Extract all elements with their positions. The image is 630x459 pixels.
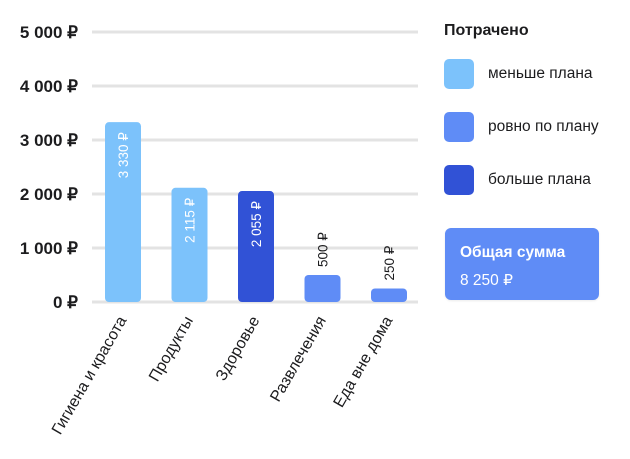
bar-chart: 0 ₽ 1 000 ₽ 2 000 ₽ 3 000 ₽ 4 000 ₽ 5 000 ₽ 3 …: [20, 23, 418, 438]
bar: [371, 288, 407, 302]
total-sum-card: Общая сумма 8 250 ₽: [445, 228, 599, 300]
legend-swatch-more: [444, 165, 474, 195]
total-sum-value: 8 250 ₽: [460, 272, 513, 289]
y-tick-label: 2 000 ₽: [20, 185, 78, 204]
x-tick-label: Здоровье: [213, 313, 263, 383]
data-label: 3 330 ₽: [116, 132, 131, 179]
x-tick-label: Развлечения: [267, 314, 330, 405]
total-sum-label: Общая сумма: [460, 244, 566, 261]
legend-item-more: больше плана: [444, 162, 614, 198]
data-label: 250 ₽: [382, 245, 397, 280]
legend-swatch-exact: [444, 112, 474, 142]
legend-swatch-less: [444, 59, 474, 89]
legend-label-more: больше плана: [488, 171, 591, 188]
bar: [171, 187, 208, 302]
y-tick-label: 1 000 ₽: [20, 239, 78, 258]
data-label: 2 115 ₽: [183, 197, 198, 243]
bar: [105, 122, 141, 303]
legend-label-exact: ровно по плану: [488, 118, 599, 135]
chart-legend: Потрачено меньше плана ровно по плану бо…: [444, 20, 614, 215]
bar: [238, 191, 274, 302]
y-tick-label: 5 000 ₽: [20, 23, 78, 42]
legend-label-less: меньше плана: [488, 65, 593, 82]
y-tick-label: 4 000 ₽: [20, 77, 78, 96]
data-label: 2 055 ₽: [249, 201, 264, 248]
y-tick-label: 0 ₽: [53, 293, 78, 312]
legend-item-less: меньше плана: [444, 56, 614, 92]
bar: [304, 275, 341, 302]
legend-item-exact: ровно по плану: [444, 109, 614, 145]
x-tick-label: Продукты: [146, 314, 197, 385]
data-label: 500 ₽: [316, 232, 331, 267]
y-tick-label: 3 000 ₽: [20, 131, 78, 150]
x-tick-label: Гигиена и красота: [49, 313, 131, 437]
legend-title: Потрачено: [444, 22, 529, 39]
x-tick-label: Еда вне дома: [331, 313, 397, 410]
